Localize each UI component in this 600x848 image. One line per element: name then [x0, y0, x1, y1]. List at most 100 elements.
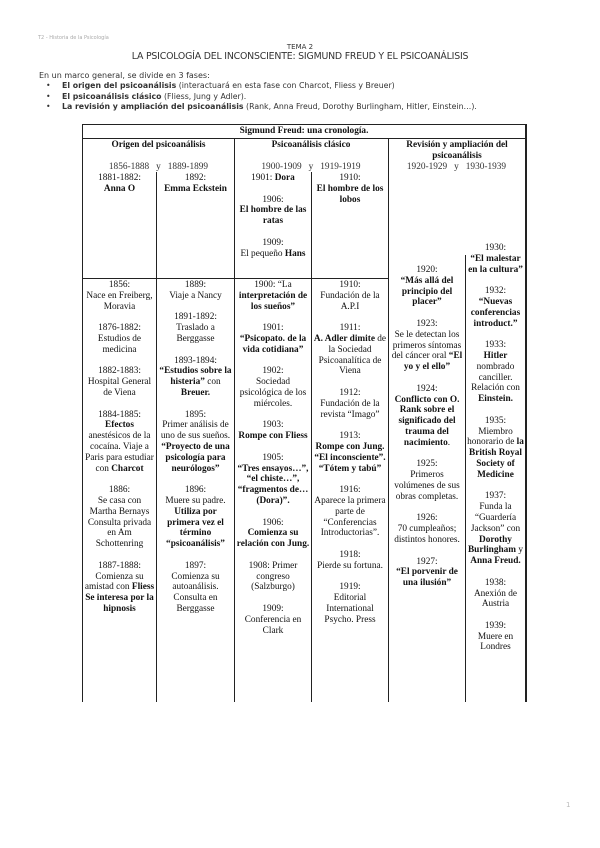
entry-date: 1884-1885:: [98, 409, 141, 420]
timeline-entry: 1930: “El malestar en la cultura”: [467, 243, 524, 275]
phase-header-origin: Origen del psicoanálisis: [111, 140, 206, 150]
timeline-entry: 1910: Fundación de la A.P.I: [313, 280, 387, 312]
entry-date: 1913:: [339, 431, 361, 442]
entry-date: 1889:: [184, 280, 207, 290]
timeline-entry: 1918: Pierde su fortuna.: [313, 550, 387, 572]
entry-date: 1909:: [262, 237, 284, 248]
bold-text: la British Royal Society of Medicine: [469, 437, 524, 480]
bold-text: Dorothy Burlingham: [467, 534, 517, 556]
timeline-entry: 1856: Nace en Freiberg, Moravia: [84, 280, 155, 312]
text-segment: de la Sociedad Psicoanalítica de Viena: [318, 333, 387, 377]
bold-text: Efectos: [105, 420, 134, 431]
bold-text: Utiliza por primera vez el término “psic…: [166, 506, 225, 550]
bold-text: El hombre de las ratas: [239, 205, 307, 227]
text-segment: Comienza su amistad con: [84, 571, 144, 593]
entry-date: 1897:: [184, 560, 207, 571]
timeline-entry: 1920: “Más allá del principio del placer”: [390, 265, 464, 308]
timeline-entry: 1919: Editorial International Psycho. Pre…: [313, 582, 387, 625]
entry-date: 1939:: [484, 620, 507, 631]
phase-bullet: El origen del psicoanálisis (interactuar…: [46, 81, 477, 92]
text-segment: Primeros volúmenes de sus obras completa…: [394, 470, 460, 502]
timeline-entry: 1933: Hitler nombrado canciller. Relación…: [467, 340, 524, 405]
entry-date: 1920:: [416, 265, 438, 275]
entry-date: 1910:: [339, 173, 361, 183]
timeline-entry: 1889: Viaje a Nancy: [158, 280, 233, 302]
entry-date: 1887-1888:: [98, 560, 141, 571]
text-segment: Se le detectan los primeros síntomas del…: [391, 329, 462, 362]
text-segment: 1901:: [251, 173, 275, 183]
bold-text: Rompe con Fliess: [238, 431, 308, 442]
text-segment: Comienza su autoanálisis. Consulta en Be…: [171, 571, 220, 614]
timeline-entry: 1896: Muere su padre. Utiliza por primera…: [158, 485, 233, 550]
text-segment: (interactuará en esta fase con Charcot, …: [176, 81, 395, 90]
bold-text: Anna O: [103, 183, 136, 194]
column-divider: [465, 255, 466, 702]
period-label: 1900-1909 y 1919-1919: [261, 162, 361, 172]
text-segment: Anexión de Austria: [473, 588, 518, 610]
text-segment: Fundación de la A.P.I: [320, 290, 380, 312]
table-border: [525, 124, 527, 702]
bold-text: El hombre de los lobos: [316, 183, 384, 205]
phase-header-classic: Psicoanálisis clásico: [271, 140, 351, 150]
entry-date: 1909:: [262, 603, 284, 614]
timeline-entry: 1893-1894: “Estudios sobre la histeria” c…: [158, 356, 233, 399]
entry-date: 1932:: [484, 286, 507, 297]
period-label: 1920-1929 y 1930-1939: [406, 162, 507, 172]
text-segment: Traslado a Berggasse: [176, 323, 215, 344]
entry-date: 1912:: [339, 387, 361, 398]
bold-text: “Psicopato. de la vida cotidiana”: [239, 333, 307, 355]
bold-text: Rompe con Jung. “El inconsciente”. “Tóte…: [314, 441, 386, 474]
bold-text: “El yo y el ello”: [403, 351, 463, 373]
table-cell: 1930: “El malestar en la cultura” 1932: “Nu…: [467, 243, 524, 664]
text-segment: Muere su padre.: [165, 495, 226, 506]
bold-text: El psicoanálisis clásico: [62, 91, 162, 101]
timeline-entry: 1901: Dora: [236, 173, 310, 184]
entry-date: 1892:: [184, 173, 207, 183]
entry-date: 1926:: [416, 513, 438, 524]
text-segment: Hospital General de Viena: [87, 377, 152, 398]
entry-date: 1918:: [339, 549, 361, 560]
bold-text: Hans: [284, 248, 306, 259]
entry-date: 1925:: [416, 459, 438, 470]
timeline-entry: 1891-1892: Traslado a Berggasse: [158, 312, 233, 344]
bold-text: Comienza su relación con Jung.: [236, 528, 310, 550]
text-segment: Conferencia en Clark: [244, 614, 302, 636]
bold-text: Fliess Se interesa por la hipnosis: [85, 582, 155, 614]
timeline-entry: 1924: Conflicto con O. Rank sobre el sign…: [390, 384, 464, 449]
phase-list: El origen del psicoanálisis (interactuar…: [46, 81, 477, 113]
table-cell: 1889: Viaje a Nancy 1891-1892: Traslado a B…: [158, 280, 233, 626]
bold-text: Emma Eckstein: [164, 183, 227, 194]
timeline-entry: 1912: Fundación de la revista “Imago”: [313, 388, 387, 420]
timeline-entry: 1897: Comienza su autoanálisis. Consulta …: [158, 561, 233, 615]
text-segment: Se casa con Martha Bernays Consulta priv…: [87, 495, 152, 550]
text-segment: Sociedad psicológica de los miércoles.: [239, 377, 307, 409]
text-segment: 70 cumpleaños; distintos honores.: [394, 524, 460, 545]
text-segment: Aparece la primera parte de “Conferencia…: [314, 495, 386, 539]
timeline-entry: 1927: “El porvenir de una ilusión”: [390, 557, 464, 589]
entry-date: 1930:: [484, 243, 507, 253]
column-divider: [234, 138, 235, 702]
bold-text: “Tres ensayos…”, “el chiste…”, “fragment…: [237, 463, 309, 506]
timeline-entry: 1876-1882: Estudios de medicina: [84, 323, 155, 355]
entry-date: 1911:: [339, 323, 361, 334]
timeline-entry: 1906: Comienza su relación con Jung.: [236, 518, 310, 550]
period-label: 1856-1888 y 1889-1899: [108, 162, 209, 172]
text-segment: (Fliess, Jung y Adler).: [161, 91, 247, 101]
timeline-entry: 1911: A. Adler dimite de la Sociedad Psic…: [313, 323, 387, 377]
text-segment: Muere en Londres: [477, 631, 514, 653]
timeline-entry: 1892: Emma Eckstein: [158, 173, 233, 195]
bold-text: Dora: [274, 173, 295, 183]
text-segment: Pierde su fortuna.: [317, 560, 383, 571]
table-cell: 1881-1882: Anna O: [84, 173, 155, 205]
bold-text: “Más allá del principio del placer”: [400, 275, 454, 308]
entry-date: 1895:: [184, 409, 207, 420]
entry-date: 1906:: [262, 194, 284, 205]
timeline-entry: 1923: Se le detectan los primeros síntoma…: [390, 319, 464, 373]
timeline-entry: 1882-1883: Hospital General de Viena: [84, 366, 155, 398]
column-divider: [311, 172, 312, 702]
bold-text: El origen del psicoanálisis: [62, 81, 177, 90]
bold-text: Anna Freud.: [470, 556, 521, 567]
text-segment: 1908: Primer congreso (Salzburgo): [248, 560, 298, 593]
